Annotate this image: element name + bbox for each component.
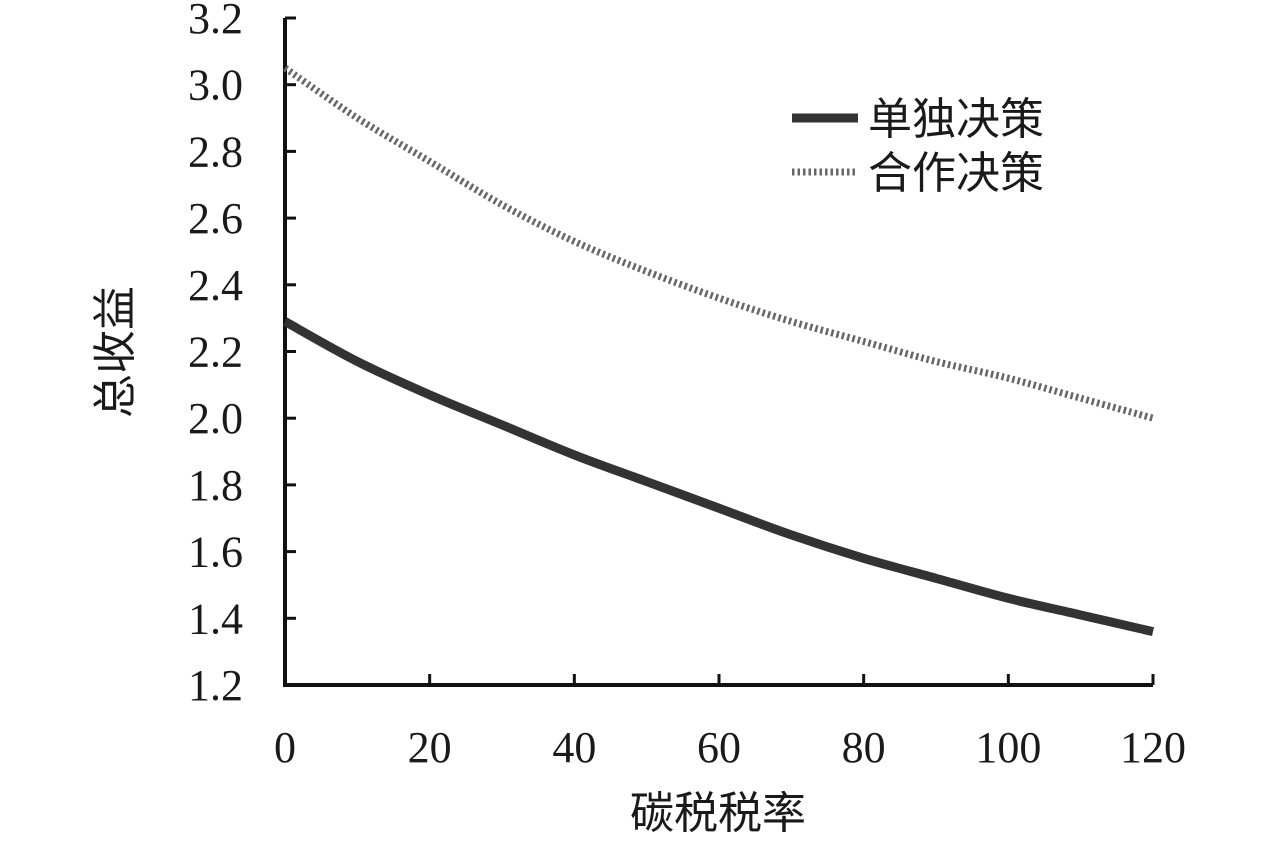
- series-line-cooperative-decision: [283, 65, 1154, 422]
- x-tick-label: 100: [975, 723, 1041, 772]
- axes: 1.2 1.4 1.6 1.8 2.0 2.2 2.4 2.6 2.8 3.0 3.2 0 20 40 60…: [188, 0, 1186, 772]
- y-tick-label: 2.2: [188, 328, 243, 377]
- y-axis-title: 总收益: [90, 286, 141, 418]
- x-tick-label: 40: [552, 723, 596, 772]
- y-tick-label: 2.0: [188, 394, 243, 443]
- x-axis-title: 碳税税率: [630, 788, 806, 839]
- series-line-independent-decision: [282, 317, 1155, 637]
- y-tick-label: 2.4: [188, 261, 243, 310]
- x-tick-label: 60: [697, 723, 741, 772]
- legend-label: 合作决策: [868, 148, 1044, 199]
- x-tick-label: 0: [274, 723, 296, 772]
- x-tick-label: 120: [1120, 723, 1186, 772]
- x-tick-label: 80: [842, 723, 886, 772]
- legend-label: 单独决策: [868, 94, 1044, 145]
- y-tick-label: 2.6: [188, 194, 243, 243]
- y-tick-label: 1.6: [188, 528, 243, 577]
- y-tick-label: 3.2: [188, 0, 243, 43]
- x-tick-label: 20: [408, 723, 452, 772]
- y-tick-label: 1.8: [188, 461, 243, 510]
- y-tick-label: 1.2: [188, 661, 243, 710]
- series-layer: [282, 65, 1155, 637]
- y-tick-label: 2.8: [188, 127, 243, 176]
- y-tick-label: 1.4: [188, 594, 243, 643]
- y-tick-label: 3.0: [188, 61, 243, 110]
